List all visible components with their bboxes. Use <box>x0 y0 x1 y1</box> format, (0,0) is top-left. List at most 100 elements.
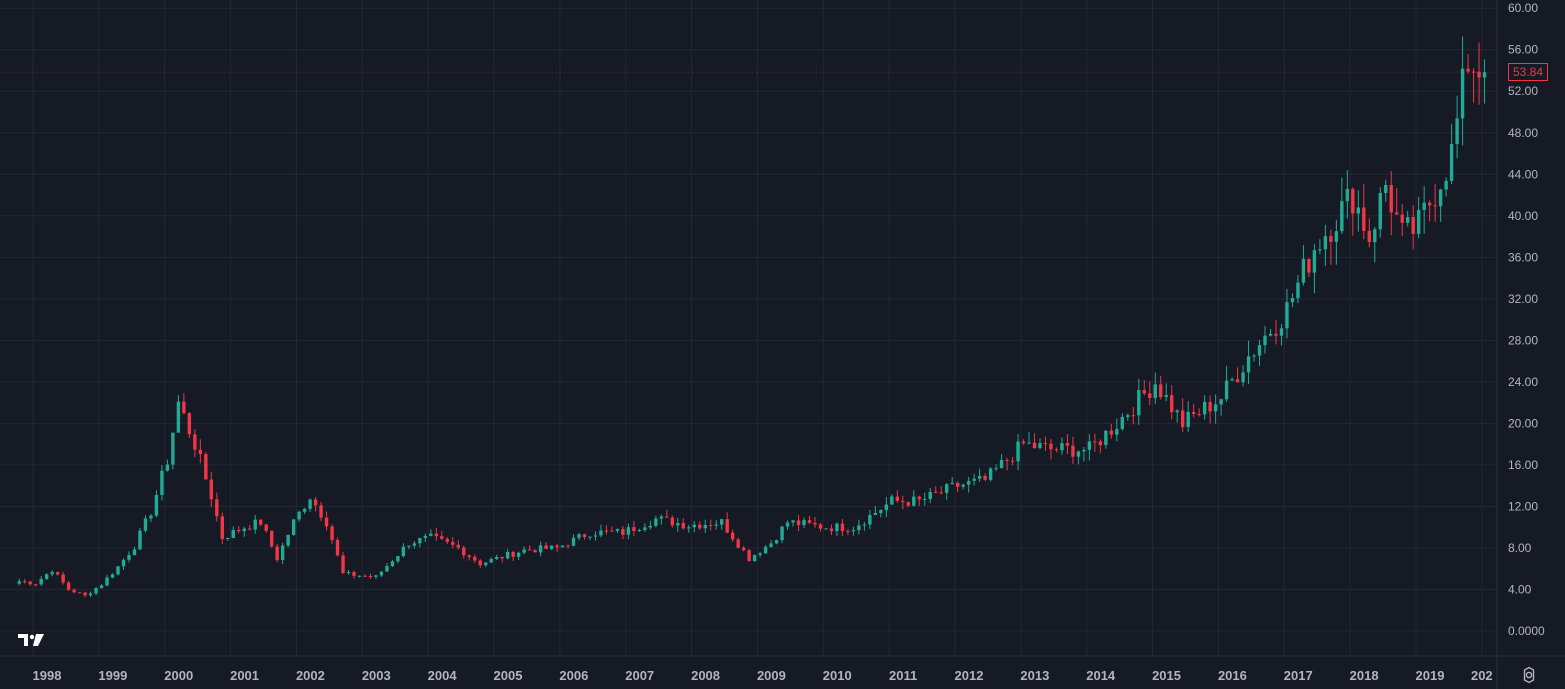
candle-body <box>264 524 268 531</box>
candle-body <box>626 527 631 535</box>
candle-body <box>824 528 828 530</box>
candle-body <box>319 505 323 518</box>
y-tick-label: 12.00 <box>1508 499 1538 513</box>
candle-body <box>83 592 87 596</box>
candle-body <box>1301 258 1306 283</box>
candle-body <box>511 551 515 557</box>
candle-body <box>516 552 521 557</box>
candle-body <box>1471 71 1476 73</box>
candle-body <box>34 584 38 586</box>
x-tick-label: 2003 <box>362 668 391 683</box>
candle-body <box>966 480 971 485</box>
candle-body <box>725 519 729 533</box>
candle-body <box>302 508 307 512</box>
candle-body <box>818 524 823 529</box>
candle-body <box>939 492 943 494</box>
candle-body <box>1010 460 1015 462</box>
candle-body <box>884 504 889 511</box>
candle-body <box>1406 217 1410 223</box>
candle-body <box>1257 345 1262 356</box>
candle-body <box>1312 250 1317 273</box>
x-tick-label: 2002 <box>296 668 325 683</box>
candle-body <box>566 545 570 547</box>
candle-body <box>1422 202 1426 210</box>
candle-body <box>1263 335 1267 346</box>
candle-body <box>560 545 565 548</box>
candle-body <box>621 529 625 535</box>
candle-body <box>890 496 894 505</box>
gear-icon[interactable] <box>1519 665 1539 685</box>
y-tick-label: 24.00 <box>1508 375 1538 389</box>
candle-body <box>489 558 493 563</box>
candle-body <box>456 544 460 548</box>
candle-body <box>769 543 773 547</box>
candle-body <box>1109 430 1114 435</box>
candle-body <box>1170 395 1174 413</box>
candle-body <box>1098 441 1103 445</box>
x-tick-label: 2001 <box>230 668 259 683</box>
candle-body <box>275 546 279 561</box>
candle-body <box>604 530 609 532</box>
candle-body <box>418 537 422 544</box>
candle-body <box>1323 236 1328 250</box>
candle-body <box>1345 188 1350 202</box>
candle-body <box>1060 443 1064 451</box>
candle-body <box>138 530 142 550</box>
candle-body <box>741 547 746 551</box>
candle-body <box>231 529 235 538</box>
candle-body <box>248 528 252 530</box>
candle-body <box>363 575 367 577</box>
candle-body <box>1153 384 1157 398</box>
y-tick-label: 32.00 <box>1508 292 1538 306</box>
candle-body <box>1043 443 1048 445</box>
candle-body <box>1433 205 1437 207</box>
candle-body <box>599 530 603 536</box>
candle-body <box>1224 380 1229 400</box>
candle-body <box>1213 404 1218 412</box>
candle-body <box>253 519 257 530</box>
candle-body <box>1449 143 1454 181</box>
candle-body <box>670 517 675 526</box>
price-axis: 0.0000 4.00 8.00 12.00 16.00 20.00 24.00 28.00 3… <box>1496 0 1545 689</box>
x-tick-label: 2004 <box>428 668 458 683</box>
y-tick-label: 20.00 <box>1508 416 1538 430</box>
candle-body <box>335 540 340 556</box>
y-tick-label: 8.00 <box>1508 541 1532 555</box>
candle-body <box>796 520 801 526</box>
candle-body <box>955 482 960 487</box>
candle-body <box>110 574 115 578</box>
candle-body <box>346 572 351 574</box>
candle-body <box>1076 451 1081 457</box>
candle-body <box>1164 395 1168 398</box>
candle-body <box>209 479 214 500</box>
candle-body <box>917 496 921 500</box>
candle-body <box>895 496 900 501</box>
x-tick-label: 2019 <box>1416 668 1445 683</box>
candle-body <box>632 527 636 531</box>
x-tick-label: 2010 <box>823 668 852 683</box>
candle-body <box>94 588 98 594</box>
candle-body <box>171 432 175 465</box>
candle-body <box>1460 68 1465 119</box>
candle-body <box>879 510 883 514</box>
x-tick-label: 2006 <box>559 668 588 683</box>
candle-body <box>1148 393 1152 398</box>
candle-body <box>143 518 148 531</box>
y-tick-label: 44.00 <box>1508 167 1538 181</box>
candle-body <box>928 491 932 500</box>
candle-body <box>1071 445 1075 457</box>
candle-body <box>1219 399 1223 405</box>
tradingview-logo-icon[interactable] <box>16 630 48 650</box>
candle-body <box>423 535 428 538</box>
candle-body <box>1241 372 1245 383</box>
candle-body <box>1137 390 1141 416</box>
candle-body <box>193 434 197 450</box>
candle-body <box>577 534 581 538</box>
candle-body <box>1093 441 1097 443</box>
candle-body <box>494 556 499 559</box>
candle-body <box>681 523 685 529</box>
candle-body <box>994 468 998 470</box>
candle-body <box>396 556 400 562</box>
